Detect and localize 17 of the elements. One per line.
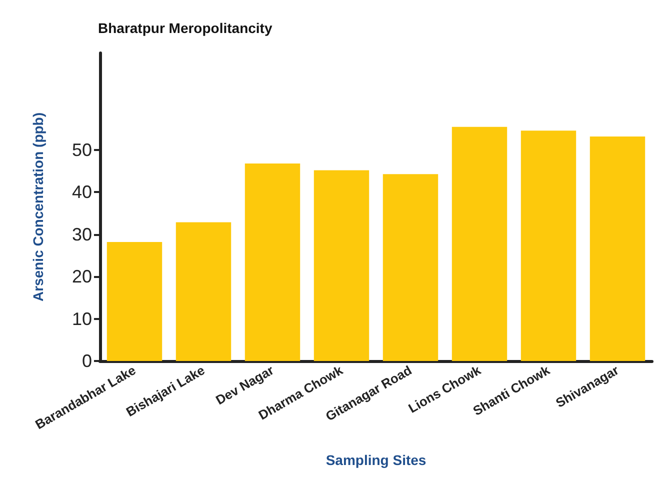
bar (520, 130, 576, 361)
bar (452, 126, 508, 361)
y-tick-label: 0 (82, 351, 92, 371)
bar (176, 222, 232, 361)
y-tick-label: 40 (72, 182, 92, 202)
chart-title: Bharatpur Meropolitancity (98, 20, 272, 36)
bar (106, 242, 162, 361)
bar (314, 170, 370, 361)
y-axis-title: Arsenic Concentration (ppb) (30, 112, 46, 302)
bar (590, 136, 646, 361)
y-tick-label: 30 (72, 224, 92, 244)
bar (382, 174, 438, 361)
y-tick-label: 50 (72, 140, 92, 160)
y-tick-label: 20 (72, 266, 92, 287)
y-tick-label: 10 (72, 308, 92, 329)
x-axis-title: Sampling Sites (326, 452, 426, 468)
bar (244, 164, 300, 361)
